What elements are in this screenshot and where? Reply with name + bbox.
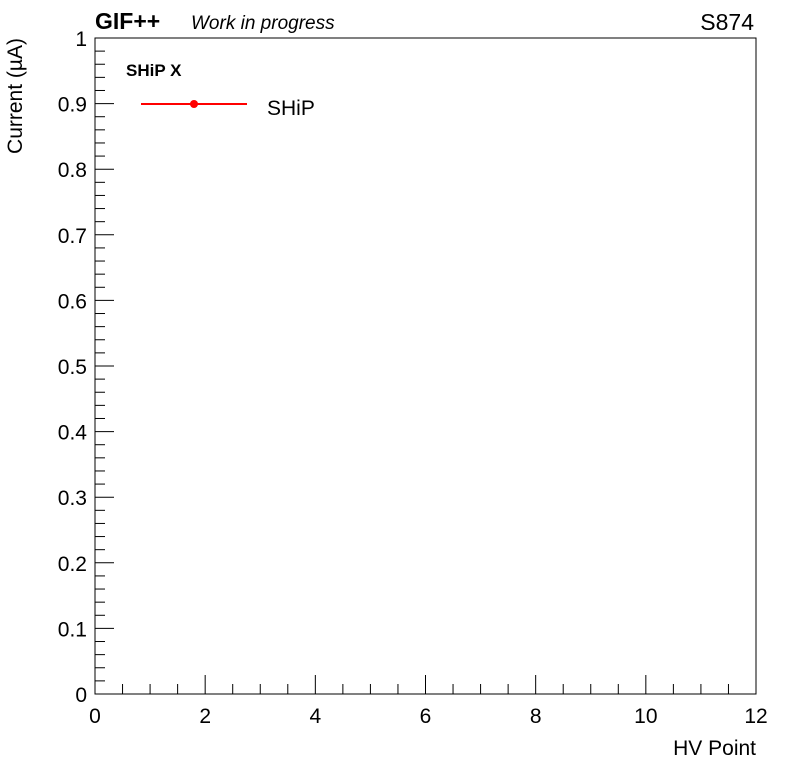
status-label: Work in progress (191, 13, 335, 34)
x-tick-label: 4 (309, 705, 321, 728)
x-tick-label: 6 (420, 705, 432, 728)
legend-marker-swatch (190, 100, 198, 108)
chamber-label: S874 (700, 9, 754, 35)
y-tick-label: 0.5 (58, 356, 87, 379)
y-tick-label: 0.9 (58, 94, 87, 117)
legend: SHiP X SHiP (126, 61, 315, 120)
y-tick-label: 1 (75, 28, 87, 51)
experiment-label: GIF++ (95, 8, 160, 34)
y-tick-label: 0.4 (58, 422, 88, 445)
y-axis-ticks (95, 37, 114, 695)
x-tick-label: 8 (530, 705, 542, 728)
y-tick-label: 0.8 (58, 159, 87, 182)
y-axis-title: Current (µA) (4, 38, 27, 154)
x-axis-tick-labels: 0 2 4 6 8 10 12 (89, 705, 768, 728)
y-tick-label: 0.2 (58, 553, 87, 576)
x-tick-label: 12 (744, 705, 767, 728)
y-tick-label: 0.7 (58, 225, 87, 248)
plot-frame (94, 37, 757, 695)
x-tick-label: 2 (199, 705, 211, 728)
legend-header: SHiP X (126, 61, 182, 80)
y-tick-label: 0 (75, 684, 87, 707)
x-tick-label: 0 (89, 705, 101, 728)
y-tick-label: 0.1 (58, 618, 87, 641)
x-tick-label: 10 (634, 705, 657, 728)
legend-entry-label: SHiP (267, 97, 315, 120)
x-axis-title: HV Point (673, 737, 756, 760)
y-axis-tick-labels: 0 0.1 0.2 0.3 0.4 0.5 0.6 0.7 0.8 0.9 1 (58, 28, 88, 707)
y-tick-label: 0.3 (58, 487, 87, 510)
x-axis-ticks (94, 675, 757, 694)
y-tick-label: 0.6 (58, 290, 87, 313)
